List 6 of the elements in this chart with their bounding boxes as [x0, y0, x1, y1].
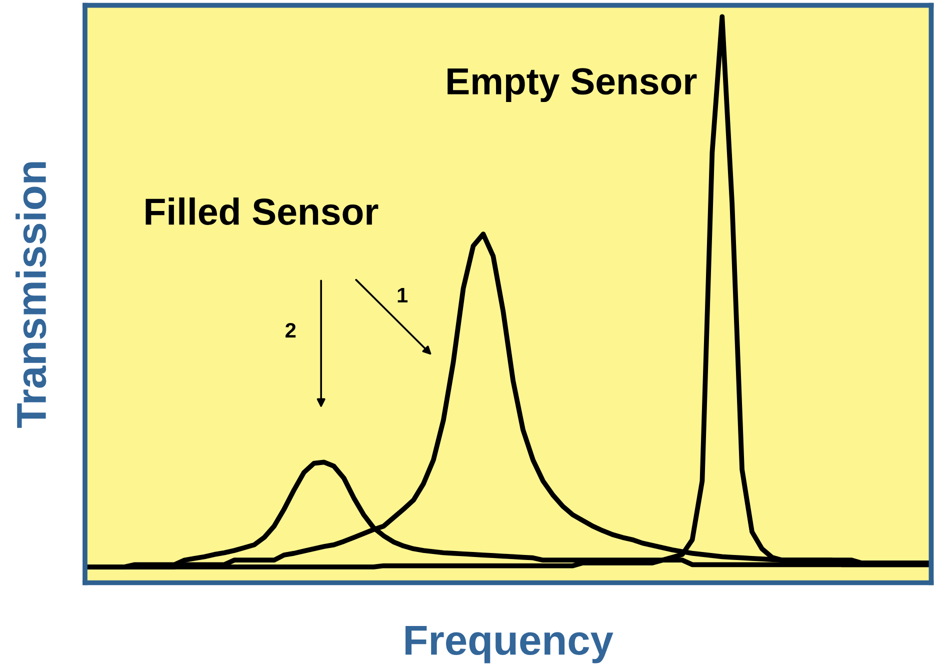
series-label: Empty Sensor — [448, 68, 697, 102]
x-axis-title: Frequency — [406, 626, 614, 664]
annotation: Filled Sensor — [146, 197, 378, 225]
annotation: 2 — [286, 322, 296, 338]
y-axis-title: Transmission — [16, 162, 46, 428]
annotation: 1 — [398, 288, 408, 302]
